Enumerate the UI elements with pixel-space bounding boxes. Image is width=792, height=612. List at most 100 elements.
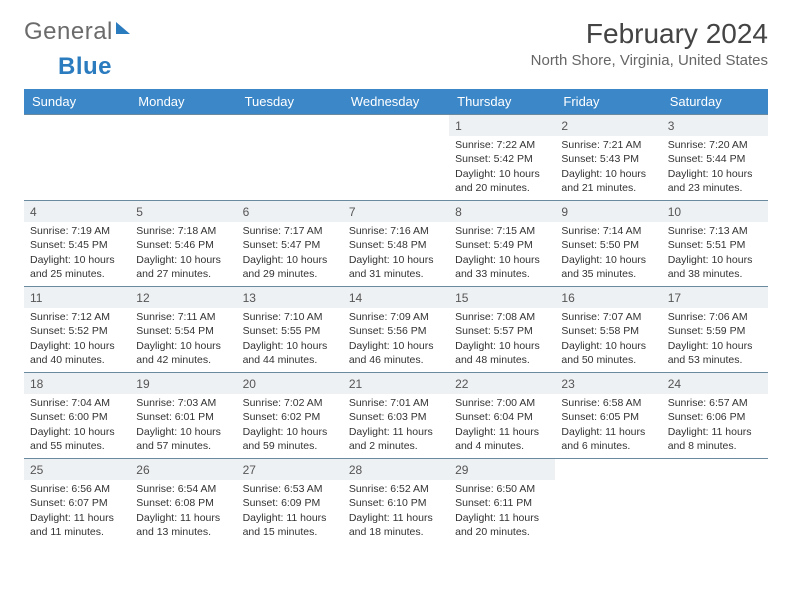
day-body: Sunrise: 7:01 AMSunset: 6:03 PMDaylight:… xyxy=(343,394,449,457)
day-body: Sunrise: 7:14 AMSunset: 5:50 PMDaylight:… xyxy=(555,222,661,285)
day-number: 14 xyxy=(343,287,449,308)
calendar-empty-cell xyxy=(662,459,768,545)
dow-header: Monday xyxy=(130,89,236,115)
day-body: Sunrise: 7:12 AMSunset: 5:52 PMDaylight:… xyxy=(24,308,130,371)
calendar-day-cell: 9Sunrise: 7:14 AMSunset: 5:50 PMDaylight… xyxy=(555,201,661,287)
day-number: 25 xyxy=(24,459,130,480)
day-number: 12 xyxy=(130,287,236,308)
calendar-empty-cell xyxy=(343,115,449,201)
sunset-text: Sunset: 6:04 PM xyxy=(455,410,549,424)
daylight-text: Daylight: 10 hours and 21 minutes. xyxy=(561,167,655,195)
daylight-text: Daylight: 10 hours and 44 minutes. xyxy=(243,339,337,367)
sunset-text: Sunset: 5:56 PM xyxy=(349,324,443,338)
sunset-text: Sunset: 6:10 PM xyxy=(349,496,443,510)
sunrise-text: Sunrise: 7:22 AM xyxy=(455,138,549,152)
sunrise-text: Sunrise: 6:53 AM xyxy=(243,482,337,496)
day-body: Sunrise: 7:13 AMSunset: 5:51 PMDaylight:… xyxy=(662,222,768,285)
calendar-day-cell: 10Sunrise: 7:13 AMSunset: 5:51 PMDayligh… xyxy=(662,201,768,287)
sunset-text: Sunset: 5:55 PM xyxy=(243,324,337,338)
logo-sail-icon xyxy=(116,22,130,34)
calendar-day-cell: 12Sunrise: 7:11 AMSunset: 5:54 PMDayligh… xyxy=(130,287,236,373)
daylight-text: Daylight: 11 hours and 6 minutes. xyxy=(561,425,655,453)
daylight-text: Daylight: 10 hours and 53 minutes. xyxy=(668,339,762,367)
calendar-day-cell: 1Sunrise: 7:22 AMSunset: 5:42 PMDaylight… xyxy=(449,115,555,201)
day-body: Sunrise: 7:11 AMSunset: 5:54 PMDaylight:… xyxy=(130,308,236,371)
calendar-day-cell: 22Sunrise: 7:00 AMSunset: 6:04 PMDayligh… xyxy=(449,373,555,459)
sunrise-text: Sunrise: 7:19 AM xyxy=(30,224,124,238)
sunrise-text: Sunrise: 7:04 AM xyxy=(30,396,124,410)
daylight-text: Daylight: 10 hours and 42 minutes. xyxy=(136,339,230,367)
calendar-empty-cell xyxy=(24,115,130,201)
sunset-text: Sunset: 5:58 PM xyxy=(561,324,655,338)
calendar-week-row: 11Sunrise: 7:12 AMSunset: 5:52 PMDayligh… xyxy=(24,287,768,373)
calendar-day-cell: 14Sunrise: 7:09 AMSunset: 5:56 PMDayligh… xyxy=(343,287,449,373)
day-body: Sunrise: 7:06 AMSunset: 5:59 PMDaylight:… xyxy=(662,308,768,371)
sunrise-text: Sunrise: 7:10 AM xyxy=(243,310,337,324)
calendar-day-cell: 15Sunrise: 7:08 AMSunset: 5:57 PMDayligh… xyxy=(449,287,555,373)
sunset-text: Sunset: 5:49 PM xyxy=(455,238,549,252)
daylight-text: Daylight: 10 hours and 25 minutes. xyxy=(30,253,124,281)
day-body: Sunrise: 7:17 AMSunset: 5:47 PMDaylight:… xyxy=(237,222,343,285)
daylight-text: Daylight: 10 hours and 48 minutes. xyxy=(455,339,549,367)
calendar-body: 1Sunrise: 7:22 AMSunset: 5:42 PMDaylight… xyxy=(24,115,768,545)
daylight-text: Daylight: 10 hours and 55 minutes. xyxy=(30,425,124,453)
sunset-text: Sunset: 6:03 PM xyxy=(349,410,443,424)
sunrise-text: Sunrise: 7:11 AM xyxy=(136,310,230,324)
sunrise-text: Sunrise: 7:09 AM xyxy=(349,310,443,324)
dow-header: Sunday xyxy=(24,89,130,115)
day-number: 22 xyxy=(449,373,555,394)
sunset-text: Sunset: 5:48 PM xyxy=(349,238,443,252)
day-body: Sunrise: 7:16 AMSunset: 5:48 PMDaylight:… xyxy=(343,222,449,285)
sunset-text: Sunset: 5:43 PM xyxy=(561,152,655,166)
calendar-day-cell: 27Sunrise: 6:53 AMSunset: 6:09 PMDayligh… xyxy=(237,459,343,545)
sunrise-text: Sunrise: 7:16 AM xyxy=(349,224,443,238)
sunset-text: Sunset: 5:47 PM xyxy=(243,238,337,252)
daylight-text: Daylight: 11 hours and 15 minutes. xyxy=(243,511,337,539)
day-number: 26 xyxy=(130,459,236,480)
logo-text-general: General xyxy=(24,18,113,46)
day-body: Sunrise: 7:18 AMSunset: 5:46 PMDaylight:… xyxy=(130,222,236,285)
day-body: Sunrise: 7:19 AMSunset: 5:45 PMDaylight:… xyxy=(24,222,130,285)
day-body: Sunrise: 7:04 AMSunset: 6:00 PMDaylight:… xyxy=(24,394,130,457)
calendar-day-cell: 8Sunrise: 7:15 AMSunset: 5:49 PMDaylight… xyxy=(449,201,555,287)
day-body: Sunrise: 6:53 AMSunset: 6:09 PMDaylight:… xyxy=(237,480,343,543)
calendar-day-cell: 2Sunrise: 7:21 AMSunset: 5:43 PMDaylight… xyxy=(555,115,661,201)
day-number: 10 xyxy=(662,201,768,222)
logo-text-blue: Blue xyxy=(58,53,112,81)
day-number: 17 xyxy=(662,287,768,308)
calendar-week-row: 18Sunrise: 7:04 AMSunset: 6:00 PMDayligh… xyxy=(24,373,768,459)
calendar-table: SundayMondayTuesdayWednesdayThursdayFrid… xyxy=(24,89,768,545)
day-number: 13 xyxy=(237,287,343,308)
month-title: February 2024 xyxy=(531,18,768,50)
sunrise-text: Sunrise: 7:17 AM xyxy=(243,224,337,238)
day-body: Sunrise: 6:58 AMSunset: 6:05 PMDaylight:… xyxy=(555,394,661,457)
day-number: 4 xyxy=(24,201,130,222)
daylight-text: Daylight: 10 hours and 23 minutes. xyxy=(668,167,762,195)
calendar-day-cell: 19Sunrise: 7:03 AMSunset: 6:01 PMDayligh… xyxy=(130,373,236,459)
day-number: 8 xyxy=(449,201,555,222)
sunset-text: Sunset: 6:02 PM xyxy=(243,410,337,424)
calendar-day-cell: 17Sunrise: 7:06 AMSunset: 5:59 PMDayligh… xyxy=(662,287,768,373)
sunset-text: Sunset: 5:59 PM xyxy=(668,324,762,338)
calendar-week-row: 4Sunrise: 7:19 AMSunset: 5:45 PMDaylight… xyxy=(24,201,768,287)
sunset-text: Sunset: 6:05 PM xyxy=(561,410,655,424)
sunrise-text: Sunrise: 7:20 AM xyxy=(668,138,762,152)
sunrise-text: Sunrise: 7:12 AM xyxy=(30,310,124,324)
daylight-text: Daylight: 10 hours and 59 minutes. xyxy=(243,425,337,453)
calendar-day-cell: 5Sunrise: 7:18 AMSunset: 5:46 PMDaylight… xyxy=(130,201,236,287)
calendar-day-cell: 23Sunrise: 6:58 AMSunset: 6:05 PMDayligh… xyxy=(555,373,661,459)
calendar-day-cell: 4Sunrise: 7:19 AMSunset: 5:45 PMDaylight… xyxy=(24,201,130,287)
calendar-empty-cell xyxy=(555,459,661,545)
day-number: 15 xyxy=(449,287,555,308)
dow-header: Saturday xyxy=(662,89,768,115)
day-body: Sunrise: 6:54 AMSunset: 6:08 PMDaylight:… xyxy=(130,480,236,543)
calendar-week-row: 25Sunrise: 6:56 AMSunset: 6:07 PMDayligh… xyxy=(24,459,768,545)
day-number: 9 xyxy=(555,201,661,222)
daylight-text: Daylight: 11 hours and 18 minutes. xyxy=(349,511,443,539)
calendar-empty-cell xyxy=(237,115,343,201)
day-number: 1 xyxy=(449,115,555,136)
day-number: 18 xyxy=(24,373,130,394)
daylight-text: Daylight: 10 hours and 40 minutes. xyxy=(30,339,124,367)
sunset-text: Sunset: 6:01 PM xyxy=(136,410,230,424)
day-body: Sunrise: 7:03 AMSunset: 6:01 PMDaylight:… xyxy=(130,394,236,457)
